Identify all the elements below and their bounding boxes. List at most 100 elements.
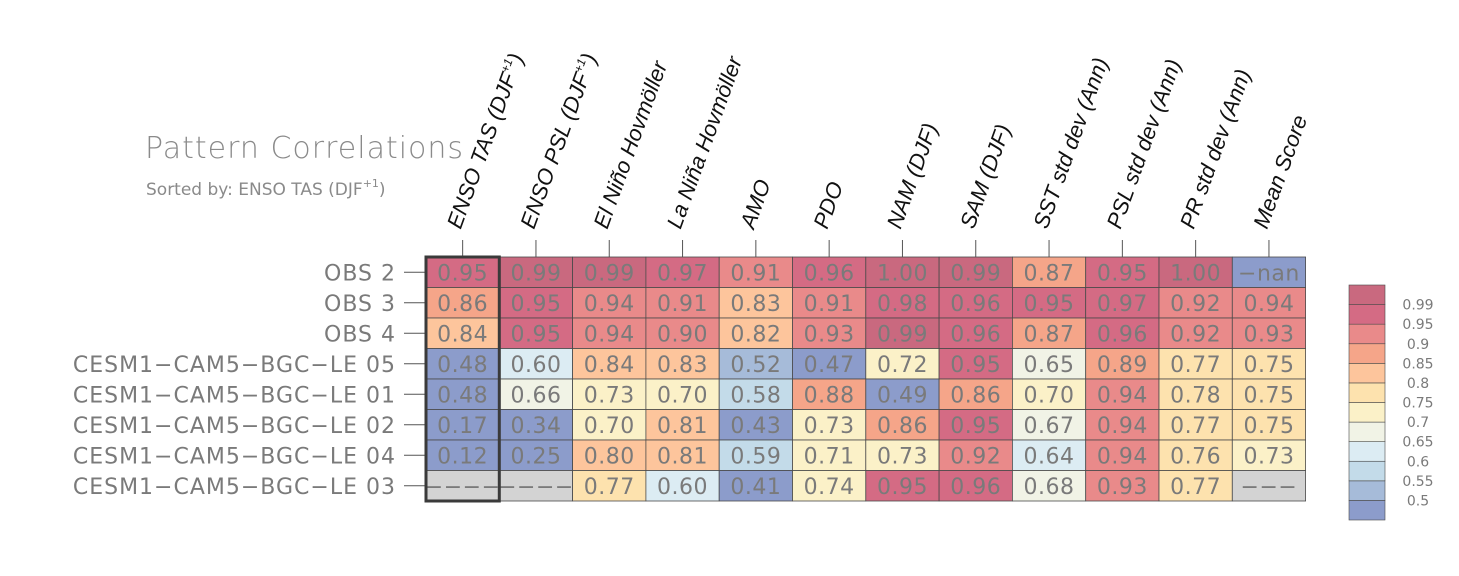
heatmap-cell bbox=[718, 317, 793, 349]
cell-value: 0.43 bbox=[730, 414, 781, 439]
cell-value: 0.77 bbox=[1170, 353, 1221, 378]
cell-value: 0.88 bbox=[804, 383, 855, 408]
heatmap-cell bbox=[498, 470, 573, 502]
cell-value: 0.94 bbox=[1243, 292, 1294, 317]
cell-value: 0.80 bbox=[584, 444, 635, 469]
cell-value: 0.41 bbox=[730, 475, 781, 500]
heatmap-cell bbox=[865, 256, 940, 288]
cell-value: 0.96 bbox=[950, 475, 1001, 500]
cell-value: 0.81 bbox=[657, 444, 708, 469]
cell-value: 0.94 bbox=[584, 322, 635, 347]
column-label: La Niña Hovmöller bbox=[662, 52, 748, 232]
row-label: CESM1−CAM5−BGC−LE 05 bbox=[73, 353, 396, 378]
cell-value: 0.89 bbox=[1097, 353, 1148, 378]
cell-value: 0.68 bbox=[1024, 475, 1075, 500]
heatmap-cell bbox=[572, 409, 647, 441]
cell-value: 0.66 bbox=[510, 383, 561, 408]
cell-value: 0.70 bbox=[657, 383, 708, 408]
cell-value: 0.94 bbox=[584, 292, 635, 317]
cell-value: 0.74 bbox=[804, 475, 855, 500]
cell-value: 0.84 bbox=[584, 353, 635, 378]
cell-value: 0.83 bbox=[657, 353, 708, 378]
heatmap-cell bbox=[938, 378, 1013, 410]
heatmap-cell bbox=[938, 287, 1013, 319]
colorbar-label: 0.99 bbox=[1402, 298, 1433, 314]
heatmap-cell bbox=[572, 378, 647, 410]
row-label: CESM1−CAM5−BGC−LE 04 bbox=[73, 444, 396, 469]
heatmap-cell bbox=[645, 378, 720, 410]
row-label: CESM1−CAM5−BGC−LE 02 bbox=[73, 414, 396, 439]
cell-value: 0.77 bbox=[584, 475, 635, 500]
column-label: SST std dev (Ann) bbox=[1028, 54, 1113, 231]
cell-value: 0.96 bbox=[1097, 322, 1148, 347]
heatmap-cell bbox=[572, 256, 647, 288]
heatmap-cell bbox=[865, 348, 940, 380]
heatmap-cell bbox=[1158, 409, 1233, 441]
heatmap-cell bbox=[1231, 378, 1307, 410]
heatmap-cell bbox=[938, 317, 1013, 349]
cell-value: 0.95 bbox=[510, 322, 561, 347]
cell-value: 0.83 bbox=[730, 292, 781, 317]
cell-value: 0.99 bbox=[584, 261, 635, 286]
heatmap-cell bbox=[865, 470, 940, 502]
heatmap-cell bbox=[1158, 287, 1233, 319]
heatmap-cell bbox=[1158, 378, 1233, 410]
heatmap-cell bbox=[425, 378, 500, 410]
heatmap-cell bbox=[1231, 256, 1307, 288]
cell-value: 0.99 bbox=[510, 261, 561, 286]
cell-value: 0.17 bbox=[437, 414, 488, 439]
heatmap-cell bbox=[1158, 470, 1233, 502]
cell-value: −−−− bbox=[425, 475, 501, 500]
row-label: CESM1−CAM5−BGC−LE 03 bbox=[73, 475, 396, 500]
cell-value: 0.93 bbox=[1097, 475, 1148, 500]
cell-value: 0.95 bbox=[950, 414, 1001, 439]
colorbar-label: 0.8 bbox=[1407, 376, 1429, 392]
heatmap-cell bbox=[1231, 470, 1307, 502]
colorbar-swatch bbox=[1348, 402, 1386, 423]
cell-value: 0.86 bbox=[950, 383, 1001, 408]
column-label: Mean Score bbox=[1248, 112, 1312, 232]
heatmap-cell bbox=[718, 409, 793, 441]
heatmap-cells: 0.95 0.99 0.99 0.97 0.91 0.96 1.00 0.99 0.87 0.95… bbox=[425, 256, 1307, 502]
colorbar-label: 0.55 bbox=[1402, 474, 1433, 490]
cell-value: 0.76 bbox=[1170, 444, 1221, 469]
subtitle-main: Sorted by: ENSO TAS (DJF bbox=[146, 180, 363, 200]
heatmap-cell bbox=[1231, 439, 1307, 471]
heatmap-cell bbox=[1158, 439, 1233, 471]
cell-value: 0.71 bbox=[804, 444, 855, 469]
cell-value: 1.00 bbox=[1170, 261, 1221, 286]
colorbar-label: 0.95 bbox=[1402, 317, 1433, 333]
heatmap-cell bbox=[1012, 470, 1087, 502]
cell-value: 0.91 bbox=[730, 261, 781, 286]
column-label: PDO bbox=[808, 178, 848, 231]
heatmap-cell bbox=[1085, 439, 1160, 471]
colorbar-swatch bbox=[1348, 382, 1386, 403]
cell-value: 0.70 bbox=[584, 414, 635, 439]
cell-value: 0.91 bbox=[804, 292, 855, 317]
cell-value: 0.95 bbox=[1024, 292, 1075, 317]
heatmap-cell bbox=[1231, 287, 1307, 319]
cell-value: 0.47 bbox=[804, 353, 855, 378]
heatmap-cell bbox=[1231, 409, 1307, 441]
cell-value: 0.87 bbox=[1024, 322, 1075, 347]
cell-value: 0.75 bbox=[1243, 383, 1294, 408]
heatmap-cell bbox=[572, 317, 647, 349]
cell-value: 1.00 bbox=[877, 261, 928, 286]
sorted-column-highlight bbox=[424, 255, 501, 503]
colorbar-swatch bbox=[1348, 304, 1386, 325]
heatmap-cell bbox=[792, 317, 867, 349]
heatmap-cell bbox=[792, 348, 867, 380]
heatmap-cell bbox=[645, 470, 720, 502]
cell-value: −−−− bbox=[498, 475, 574, 500]
cell-value: 0.86 bbox=[877, 414, 928, 439]
cell-value: 0.97 bbox=[657, 261, 708, 286]
cell-value: 0.95 bbox=[437, 261, 488, 286]
row-labels: OBS 2 OBS 3 OBS 4 CESM1−CAM5−BGC−LE 05 CESM1… bbox=[73, 261, 426, 500]
colorbar-swatch bbox=[1348, 343, 1386, 364]
cell-value: 0.82 bbox=[730, 322, 781, 347]
heatmap-cell bbox=[1085, 287, 1160, 319]
heatmap-cell bbox=[938, 470, 1013, 502]
chart-subtitle: Sorted by: ENSO TAS (DJF+1) bbox=[146, 177, 386, 200]
colorbar-label: 0.65 bbox=[1402, 435, 1433, 451]
heatmap-cell bbox=[718, 348, 793, 380]
